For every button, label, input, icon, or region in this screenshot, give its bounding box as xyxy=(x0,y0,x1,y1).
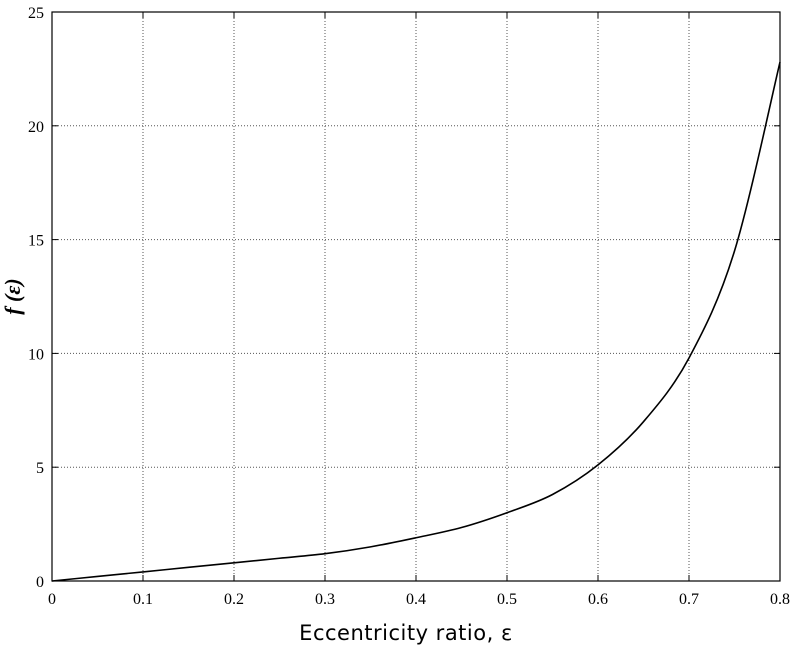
x-tick-label: 0.2 xyxy=(224,591,244,608)
x-axis-label: Eccentricity ratio, ε xyxy=(299,621,513,645)
x-tick-label: 0 xyxy=(48,591,56,608)
x-tick-label: 0.7 xyxy=(679,591,699,608)
x-tick-label: 0.6 xyxy=(588,591,608,608)
x-tick-label: 0.8 xyxy=(770,591,790,608)
y-tick-label: 10 xyxy=(28,346,44,363)
y-tick-label: 25 xyxy=(28,5,44,22)
axis-ticks: 0 0.1 0.2 0.3 0.4 0.5 0.6 0.7 0.8 0 5 10 15 20 25 xyxy=(28,5,790,608)
y-tick-label: 5 xyxy=(36,460,44,477)
x-tick-label: 0.1 xyxy=(133,591,153,608)
grid xyxy=(52,12,780,581)
y-tick-label: 0 xyxy=(36,574,44,591)
y-tick-label: 15 xyxy=(28,233,44,250)
x-tick-label: 0.4 xyxy=(406,591,426,608)
x-tick-label: 0.3 xyxy=(315,591,335,608)
series-line xyxy=(51,61,781,582)
series-layer xyxy=(51,61,781,582)
y-tick-label: 20 xyxy=(28,119,44,136)
x-tick-label: 0.5 xyxy=(497,591,517,608)
y-axis-label: f (ε) xyxy=(0,278,25,315)
